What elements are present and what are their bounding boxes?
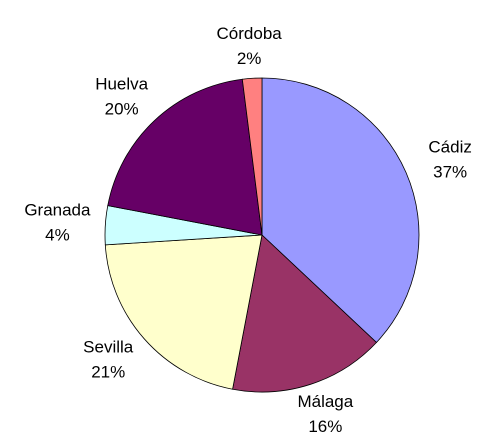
- slice-label: Córdoba: [217, 24, 283, 43]
- slice-label: Cádiz: [428, 137, 471, 156]
- slice-label: Granada: [24, 201, 91, 220]
- pie-slice: [107, 78, 263, 236]
- slice-value-label: 16%: [308, 417, 342, 436]
- pie-slice: [232, 234, 378, 393]
- slice-label: Huelva: [95, 75, 148, 94]
- slice-value-label: 2%: [237, 49, 262, 68]
- slice-value-label: 37%: [433, 162, 467, 181]
- pie-slice: [241, 77, 263, 236]
- slice-label: Málaga: [297, 392, 353, 411]
- slice-value-label: 4%: [45, 226, 70, 245]
- slice-label: Sevilla: [83, 337, 134, 356]
- pie-slice: [261, 77, 420, 344]
- slice-value-label: 21%: [91, 362, 125, 381]
- pie-slice: [104, 234, 263, 390]
- slice-value-label: 20%: [105, 100, 139, 119]
